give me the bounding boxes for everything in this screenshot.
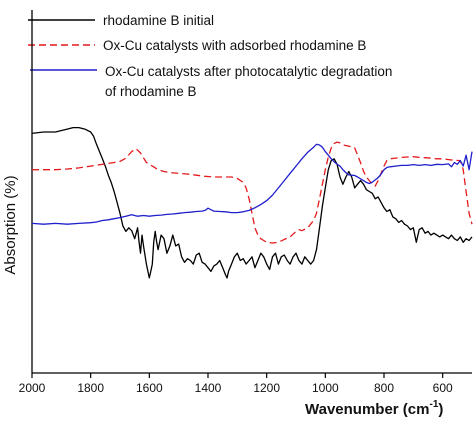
x-tick-label-1800: 1800 <box>77 381 104 395</box>
legend-label-initial: rhodamine B initial <box>103 13 214 28</box>
legend-label-degraded-line1: Ox-Cu catalysts after photocatalytic deg… <box>105 64 392 79</box>
x-ticks: 2000 1800 1600 1400 1200 1000 800 600 <box>19 373 453 395</box>
series-line-adsorbed <box>32 141 473 244</box>
x-tick-label-2000: 2000 <box>19 381 46 395</box>
series-group <box>31 126 473 279</box>
series-line-rhodamine-initial <box>31 126 473 279</box>
y-axis-title: Absorption (%) <box>2 175 19 274</box>
x-axis-title-superscript: -1 <box>429 399 438 410</box>
series-line-after-degradation <box>31 143 473 225</box>
x-tick-label-1400: 1400 <box>195 381 222 395</box>
x-tick-label-600: 600 <box>433 381 453 395</box>
x-tick-label-800: 800 <box>374 381 394 395</box>
x-tick-label-1000: 1000 <box>312 381 339 395</box>
legend-label-degraded-line2: of rhodamine B <box>105 84 197 99</box>
x-axis-title: Wavenumber (cm-1) <box>305 399 443 418</box>
x-axis-title-main: Wavenumber (cm <box>305 401 429 418</box>
legend: rhodamine B initial Ox-Cu catalysts with… <box>28 13 396 99</box>
x-tick-label-1600: 1600 <box>136 381 163 395</box>
x-axis-title-close: ) <box>438 401 443 418</box>
x-tick-label-1200: 1200 <box>253 381 280 395</box>
legend-label-degraded: Ox-Cu catalysts after photocatalytic deg… <box>105 64 396 99</box>
legend-label-adsorbed: Ox-Cu catalysts with adsorbed rhodamine … <box>103 38 366 53</box>
